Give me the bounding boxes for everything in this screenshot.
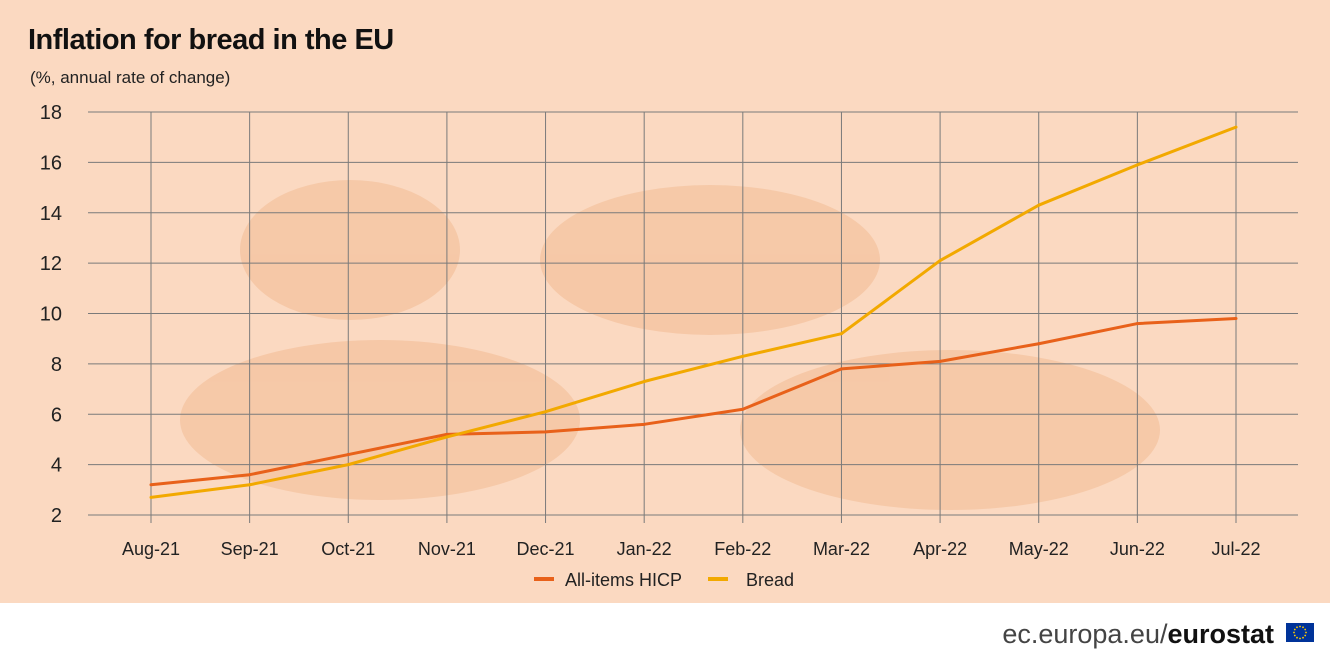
data-point <box>544 410 548 414</box>
chart-plot: 2 4 6 8 10 12 14 16 18 Aug-21 Sep-21 Oct-21 Nov-21 D… <box>40 102 1298 590</box>
data-point <box>445 435 449 439</box>
decor-bread-illustration <box>180 180 1160 510</box>
y-axis: 2 4 6 8 10 12 14 16 18 <box>40 102 62 527</box>
footer-brand-name: eurostat <box>1167 619 1274 649</box>
y-tick-label: 8 <box>51 354 62 376</box>
x-tick-label: Feb-22 <box>714 539 771 559</box>
chart-title: Inflation for bread in the EU <box>28 24 394 56</box>
data-point <box>346 463 350 467</box>
data-point <box>1135 322 1139 326</box>
footer: ec.europa.eu/eurostat <box>0 603 1330 665</box>
x-tick-label: Aug-21 <box>122 539 180 559</box>
data-point <box>938 259 942 263</box>
data-point <box>839 332 843 336</box>
data-point <box>839 367 843 371</box>
legend-label: Bread <box>746 570 794 590</box>
chart-subtitle: (%, annual rate of change) <box>30 68 231 87</box>
data-point <box>346 453 350 457</box>
series <box>149 125 1238 499</box>
data-point <box>248 483 252 487</box>
x-axis: Aug-21 Sep-21 Oct-21 Nov-21 Dec-21 Jan-22 Feb-… <box>122 539 1261 559</box>
eurostat-logo[interactable]: ec.europa.eu/eurostat <box>1002 619 1274 650</box>
y-tick-label: 4 <box>51 455 62 477</box>
series-line-bread <box>150 125 1237 499</box>
data-point <box>1234 125 1238 129</box>
series-line-hicp <box>150 317 1237 487</box>
x-tick-label: Oct-21 <box>321 539 375 559</box>
x-tick-label: Jul-22 <box>1211 539 1260 559</box>
x-tick-label: Apr-22 <box>913 539 967 559</box>
footer-domain: ec.europa.eu/ <box>1002 619 1168 649</box>
data-point <box>248 473 252 477</box>
y-tick-label: 12 <box>40 253 62 275</box>
y-tick-label: 2 <box>51 505 62 527</box>
data-point <box>741 354 745 358</box>
data-point <box>642 422 646 426</box>
data-point <box>1234 317 1238 321</box>
data-point <box>1135 163 1139 167</box>
chart-panel: Inflation for bread in the EU (%, annual… <box>28 24 1298 590</box>
data-point <box>938 359 942 363</box>
x-tick-label: Dec-21 <box>517 539 575 559</box>
y-tick-label: 14 <box>40 203 62 225</box>
x-tick-label: Mar-22 <box>813 539 870 559</box>
data-point <box>642 380 646 384</box>
grid <box>88 111 1298 523</box>
y-tick-label: 6 <box>51 404 62 426</box>
x-tick-label: Jan-22 <box>617 539 672 559</box>
x-tick-label: Sep-21 <box>221 539 279 559</box>
legend: All-items HICP Bread <box>534 570 794 590</box>
eu-flag-icon <box>1286 623 1314 642</box>
y-tick-label: 18 <box>40 102 62 124</box>
data-point <box>149 495 153 499</box>
y-tick-label: 10 <box>40 304 62 326</box>
data-point <box>741 407 745 411</box>
y-tick-label: 16 <box>40 152 62 174</box>
x-tick-label: May-22 <box>1009 539 1069 559</box>
data-point <box>544 430 548 434</box>
x-tick-label: Nov-21 <box>418 539 476 559</box>
data-point <box>149 483 153 487</box>
legend-label: All-items HICP <box>565 570 682 590</box>
data-point <box>1037 342 1041 346</box>
x-tick-label: Jun-22 <box>1110 539 1165 559</box>
data-point <box>1037 203 1041 207</box>
data-point <box>445 432 449 436</box>
